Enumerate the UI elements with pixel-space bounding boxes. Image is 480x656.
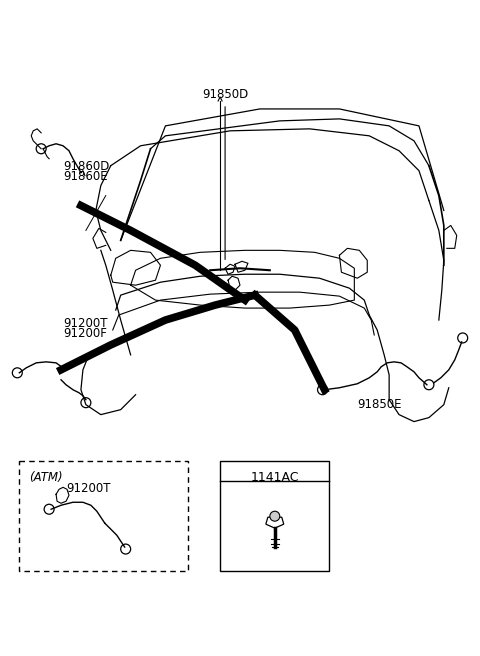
Text: 91200T: 91200T (63, 317, 108, 330)
Text: 91850E: 91850E (357, 398, 402, 411)
Text: 91200T: 91200T (66, 482, 110, 495)
Text: 91200F: 91200F (63, 327, 107, 340)
Text: (ATM): (ATM) (29, 472, 63, 484)
Text: 91860E: 91860E (63, 170, 108, 182)
Circle shape (270, 511, 280, 521)
Text: 91860D: 91860D (63, 159, 109, 173)
Text: 91850D: 91850D (202, 88, 248, 101)
Text: 1141AC: 1141AC (251, 472, 299, 484)
